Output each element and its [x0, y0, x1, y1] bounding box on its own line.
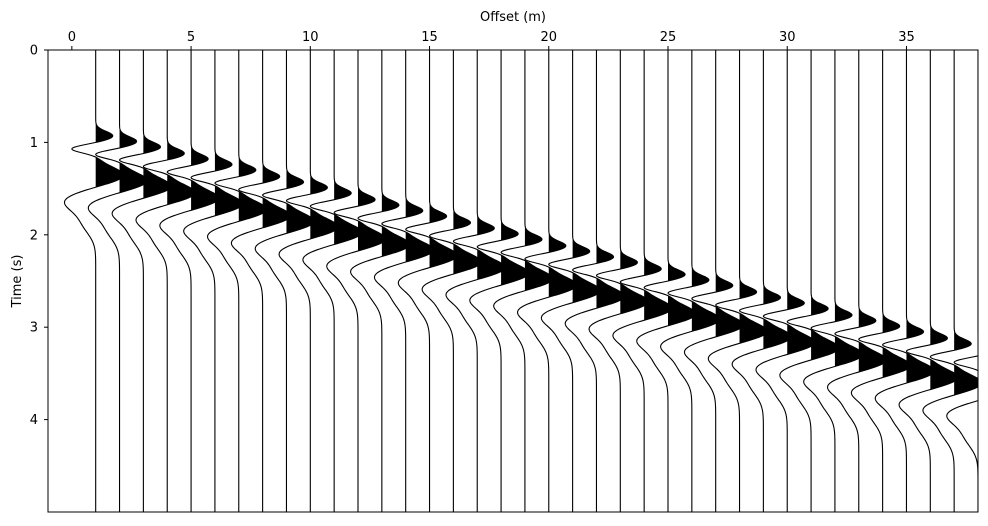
plot-frame	[47, 49, 979, 513]
y-tick-label: 3	[30, 321, 38, 336]
trace-fill	[548, 50, 577, 512]
trace-line	[326, 50, 387, 512]
trace-line	[946, 50, 978, 512]
trace-fill	[715, 50, 744, 512]
trace-line	[540, 50, 601, 512]
trace-fill	[119, 50, 148, 512]
trace-line	[183, 50, 244, 512]
trace-line	[278, 50, 339, 512]
trace-fill	[524, 50, 553, 512]
trace-line	[87, 50, 148, 512]
trace-line	[827, 50, 887, 512]
trace-line	[874, 50, 935, 512]
x-tick-label: 20	[540, 30, 557, 45]
trace-line	[755, 50, 816, 512]
y-tick-label: 1	[30, 136, 38, 151]
trace-line	[397, 50, 458, 512]
x-tick-label: 5	[187, 30, 195, 45]
trace-line	[63, 50, 124, 512]
trace-fill	[501, 50, 529, 512]
trace-line	[373, 50, 434, 512]
trace-line	[612, 50, 673, 512]
trace-line	[135, 50, 196, 512]
trace-line	[254, 50, 315, 512]
x-axis: 0 5 10 15 20 25 30 35	[68, 30, 915, 50]
trace-fill	[214, 50, 243, 512]
trace-line	[683, 50, 744, 512]
trace-fill	[978, 50, 988, 512]
trace-line	[445, 50, 506, 512]
trace-line	[564, 50, 625, 512]
x-tick-label: 30	[779, 30, 796, 45]
trace-line	[111, 50, 172, 512]
y-axis: 0 1 2 3 4	[30, 44, 48, 428]
trace-line	[922, 50, 978, 512]
trace-fill	[95, 50, 124, 512]
trace-line	[588, 50, 649, 512]
x-tick-label: 35	[898, 30, 915, 45]
x-tick-label: 25	[660, 30, 677, 45]
trace-line	[350, 50, 410, 512]
y-tick-label: 0	[30, 44, 38, 59]
trace-fill	[691, 50, 720, 512]
y-tick-label: 4	[30, 413, 38, 428]
trace-line	[779, 50, 840, 512]
trace-line	[660, 50, 720, 512]
traces-group	[63, 50, 988, 512]
trace-line	[803, 50, 864, 512]
x-tick-label: 10	[302, 30, 319, 45]
trace-line	[302, 50, 363, 512]
trace-line	[469, 50, 530, 512]
x-tick-label: 15	[421, 30, 438, 45]
trace-line	[731, 50, 792, 512]
y-axis-label: Time (s)	[10, 255, 25, 309]
trace-line	[707, 50, 768, 512]
trace-line	[898, 50, 959, 512]
x-axis-label: Offset (m)	[480, 10, 546, 25]
trace-line	[636, 50, 697, 512]
trace-fill	[238, 50, 267, 512]
trace-line	[206, 50, 267, 512]
trace-line	[230, 50, 291, 512]
y-tick-label: 2	[30, 228, 38, 243]
trace-line	[850, 50, 911, 512]
trace-line	[421, 50, 482, 512]
x-tick-label: 0	[68, 30, 76, 45]
trace-line	[159, 50, 220, 512]
